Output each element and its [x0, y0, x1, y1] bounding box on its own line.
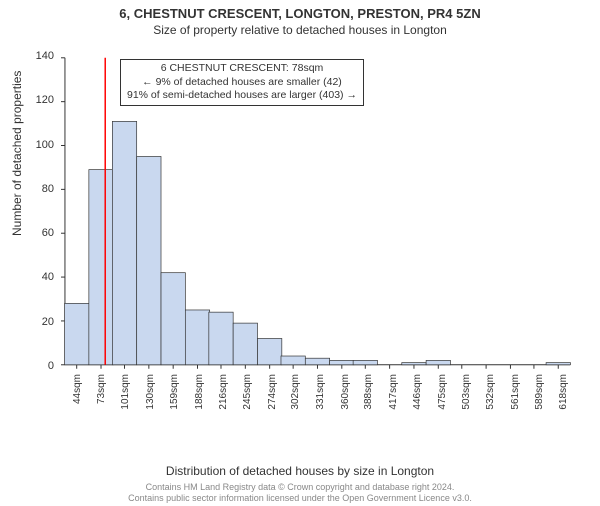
x-tick-label: 44sqm: [72, 374, 83, 414]
x-tick-label: 360sqm: [340, 374, 351, 414]
x-tick-label: 274sqm: [267, 374, 278, 414]
y-tick-label: 60: [24, 227, 54, 239]
annotation-line3: 91% of semi-detached houses are larger (…: [127, 89, 357, 103]
x-tick-label: 388sqm: [363, 374, 374, 414]
annotation-line1: 6 CHESTNUT CRESCENT: 78sqm: [127, 62, 357, 76]
chart-title: 6, CHESTNUT CRESCENT, LONGTON, PRESTON, …: [0, 6, 600, 21]
x-tick-label: 532sqm: [485, 374, 496, 414]
y-axis-label: Number of detached properties: [10, 71, 24, 236]
histogram-svg: [60, 56, 570, 426]
x-tick-label: 159sqm: [169, 374, 180, 414]
y-tick-label: 120: [24, 94, 54, 106]
x-tick-label: 245sqm: [242, 374, 253, 414]
y-tick-label: 20: [24, 316, 54, 328]
y-tick-label: 0: [24, 360, 54, 372]
x-tick-label: 302sqm: [290, 374, 301, 414]
chart-subtitle: Size of property relative to detached ho…: [0, 23, 600, 37]
x-tick-label: 561sqm: [510, 374, 521, 414]
footer-line2: Contains public sector information licen…: [0, 493, 600, 504]
x-tick-label: 589sqm: [534, 374, 545, 414]
x-tick-label: 130sqm: [145, 374, 156, 414]
footer-credits: Contains HM Land Registry data © Crown c…: [0, 482, 600, 504]
x-tick-label: 331sqm: [315, 374, 326, 414]
x-tick-label: 188sqm: [194, 374, 205, 414]
annotation-box: 6 CHESTNUT CRESCENT: 78sqm ← 9% of detac…: [120, 59, 364, 106]
y-tick-label: 100: [24, 139, 54, 151]
x-tick-label: 216sqm: [218, 374, 229, 414]
y-tick-label: 80: [24, 183, 54, 195]
x-tick-label: 618sqm: [558, 374, 569, 414]
y-tick-label: 140: [24, 50, 54, 62]
chart-container: 6, CHESTNUT CRESCENT, LONGTON, PRESTON, …: [0, 6, 600, 506]
x-tick-label: 446sqm: [412, 374, 423, 414]
annotation-line2: ← 9% of detached houses are smaller (42): [127, 76, 357, 90]
footer-line1: Contains HM Land Registry data © Crown c…: [0, 482, 600, 493]
y-tick-label: 40: [24, 271, 54, 283]
x-tick-label: 475sqm: [437, 374, 448, 414]
plot-area: 6 CHESTNUT CRESCENT: 78sqm ← 9% of detac…: [60, 56, 570, 426]
x-tick-label: 73sqm: [96, 374, 107, 414]
x-tick-label: 503sqm: [461, 374, 472, 414]
x-tick-label: 417sqm: [388, 374, 399, 414]
x-axis-label: Distribution of detached houses by size …: [0, 464, 600, 478]
x-tick-label: 101sqm: [120, 374, 131, 414]
